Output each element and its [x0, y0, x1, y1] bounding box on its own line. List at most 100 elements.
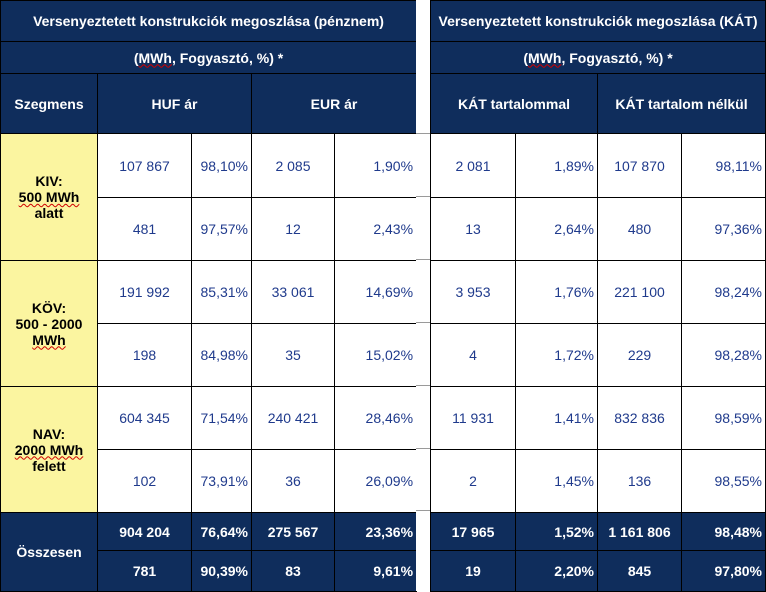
- total-label: Összesen: [0, 512, 98, 592]
- cell-value: 198: [97, 323, 192, 387]
- cell-value: 35: [251, 323, 335, 387]
- table-row: 11 931 1,41% 832 836 98,59%: [430, 386, 766, 450]
- cell-percent: 98,28%: [681, 323, 766, 387]
- total-value: 1 161 806: [597, 512, 682, 551]
- cell-percent: 98,11%: [681, 133, 766, 198]
- cell-percent: 15,02%: [333, 323, 418, 387]
- cell-percent: 14,69%: [333, 260, 418, 324]
- right-unit: (MWh, Fogyasztó, %) *: [430, 41, 766, 74]
- col-header-kat-without: KÁT tartalom nélkül: [597, 73, 766, 134]
- cell-percent: 1,72%: [515, 323, 598, 387]
- separator-tick: [416, 510, 430, 511]
- total-value: 19: [430, 550, 516, 592]
- table-row: 102 73,91% 36 26,09%: [1, 449, 418, 513]
- left-table: Versenyeztetett konstrukciók megoszlása …: [0, 0, 418, 592]
- right-title: Versenyeztetett konstrukciók megoszlása …: [430, 0, 766, 42]
- cell-percent: 26,09%: [333, 449, 418, 513]
- cell-value: 12: [251, 197, 335, 261]
- table-row: 481 97,57% 12 2,43%: [1, 197, 418, 261]
- segment-kov: KÖV: 500 - 2000 MWh: [0, 260, 98, 387]
- cell-percent: 1,41%: [515, 386, 598, 450]
- cell-percent: 1,90%: [333, 133, 418, 198]
- cell-percent: 1,76%: [515, 260, 598, 324]
- table-separator: [416, 0, 430, 591]
- cell-value: 2 085: [251, 133, 335, 198]
- cell-value: 3 953: [430, 260, 516, 324]
- total-value: 17 965: [430, 512, 516, 551]
- col-header-kat-with: KÁT tartalommal: [430, 73, 598, 134]
- separator-tick: [416, 196, 430, 197]
- cell-value: 36: [251, 449, 335, 513]
- cell-value: 13: [430, 197, 516, 261]
- cell-value: 107 870: [597, 133, 682, 198]
- total-value: 275 567: [251, 512, 335, 551]
- cell-percent: 97,36%: [681, 197, 766, 261]
- table-row: KIV: 500 MWh alatt 107 867 98,10% 2 085 …: [0, 133, 418, 261]
- cell-value: 33 061: [251, 260, 335, 324]
- cell-value: 221 100: [597, 260, 682, 324]
- total-row: 781 90,39% 83 9,61%: [1, 550, 418, 592]
- cell-percent: 2,43%: [333, 197, 418, 261]
- total-percent: 23,36%: [333, 512, 418, 551]
- cell-percent: 97,57%: [191, 197, 252, 261]
- cell-value: 102: [97, 449, 192, 513]
- total-percent: 90,39%: [191, 550, 252, 592]
- cell-value: 11 931: [430, 386, 516, 450]
- cell-value: 229: [597, 323, 682, 387]
- cell-percent: 2,64%: [515, 197, 598, 261]
- col-header-segment: Szegmens: [0, 73, 98, 134]
- table-row: 2 1,45% 136 98,55%: [430, 449, 766, 513]
- cell-percent: 28,46%: [333, 386, 418, 450]
- cell-percent: 98,59%: [681, 386, 766, 450]
- total-row: 17 965 1,52% 1 161 806 98,48%: [430, 512, 766, 551]
- cell-percent: 98,55%: [681, 449, 766, 513]
- cell-value: 240 421: [251, 386, 335, 450]
- table-row: 4 1,72% 229 98,28%: [430, 323, 766, 387]
- table-row: 3 953 1,76% 221 100 98,24%: [430, 260, 766, 324]
- separator-tick: [416, 322, 430, 323]
- segment-nav: NAV: 2000 MWh felett: [0, 386, 98, 513]
- left-title: Versenyeztetett konstrukciók megoszlása …: [0, 0, 418, 42]
- total-percent: 1,52%: [515, 512, 598, 551]
- cell-percent: 73,91%: [191, 449, 252, 513]
- cell-percent: 1,89%: [515, 133, 598, 198]
- cell-value: 832 836: [597, 386, 682, 450]
- cell-percent: 98,24%: [681, 260, 766, 324]
- cell-percent: 98,10%: [191, 133, 252, 198]
- total-percent: 76,64%: [191, 512, 252, 551]
- separator-tick: [416, 133, 430, 134]
- total-percent: 2,20%: [515, 550, 598, 592]
- separator-tick: [416, 385, 430, 386]
- cell-value: 604 345: [97, 386, 192, 450]
- table-row: 13 2,64% 480 97,36%: [430, 197, 766, 261]
- table-row: 198 84,98% 35 15,02%: [1, 323, 418, 387]
- cell-percent: 1,45%: [515, 449, 598, 513]
- cell-percent: 84,98%: [191, 323, 252, 387]
- cell-value: 191 992: [97, 260, 192, 324]
- total-value: 781: [97, 550, 192, 592]
- left-unit: (MWh, Fogyasztó, %) *: [0, 41, 418, 74]
- right-table: Versenyeztetett konstrukciók megoszlása …: [430, 0, 766, 592]
- total-row: 19 2,20% 845 97,80%: [430, 550, 766, 592]
- cell-value: 481: [97, 197, 192, 261]
- cell-value: 480: [597, 197, 682, 261]
- col-header-eur: EUR ár: [250, 73, 418, 134]
- cell-percent: 85,31%: [191, 260, 252, 324]
- separator-tick: [416, 448, 430, 449]
- col-header-huf: HUF ár: [97, 73, 252, 134]
- cell-percent: 71,54%: [191, 386, 252, 450]
- total-percent: 97,80%: [681, 550, 766, 592]
- cell-value: 136: [597, 449, 682, 513]
- separator-tick: [416, 259, 430, 260]
- cell-value: 4: [430, 323, 516, 387]
- total-row: Összesen 904 204 76,64% 275 567 23,36%: [0, 512, 418, 592]
- table-row: NAV: 2000 MWh felett 604 345 71,54% 240 …: [0, 386, 418, 513]
- cell-value: 2: [430, 449, 516, 513]
- total-value: 83: [251, 550, 335, 592]
- total-percent: 98,48%: [681, 512, 766, 551]
- cell-value: 107 867: [97, 133, 192, 198]
- total-value: 904 204: [97, 512, 192, 551]
- table-row: KÖV: 500 - 2000 MWh 191 992 85,31% 33 06…: [0, 260, 418, 387]
- segment-kiv: KIV: 500 MWh alatt: [0, 133, 98, 261]
- table-row: 2 081 1,89% 107 870 98,11%: [430, 133, 766, 198]
